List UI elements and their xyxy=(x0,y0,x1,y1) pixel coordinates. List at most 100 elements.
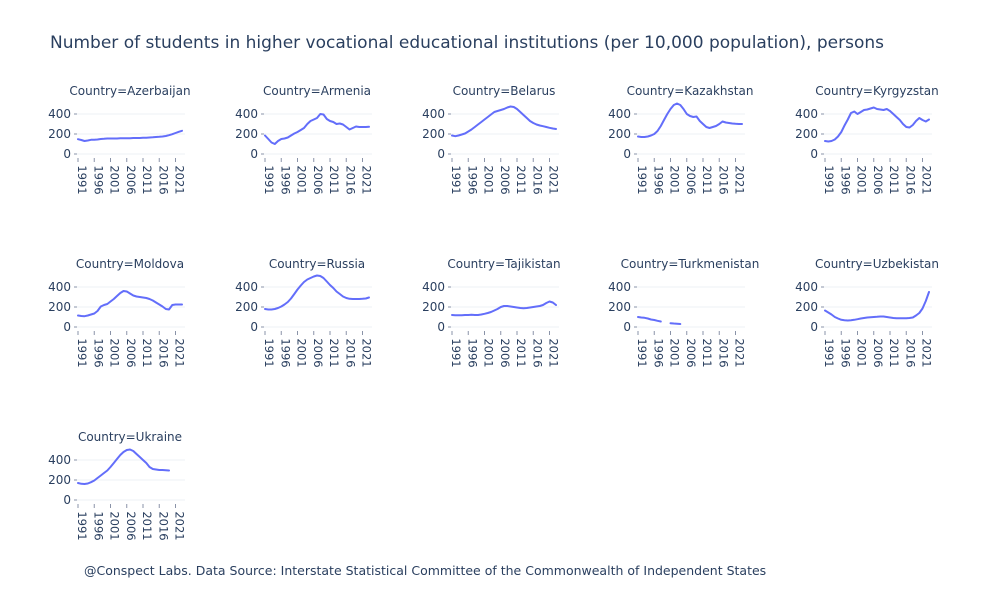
facet-azerbaijan: Country=Azerbaijan 0 200 400 1991 1996 2001 200… xyxy=(48,84,190,195)
series-line-kazakhstan xyxy=(637,102,743,138)
series-line-moldova xyxy=(77,290,183,318)
x-tick-label: 2021 xyxy=(173,338,187,367)
x-tick-label: 2006 xyxy=(124,165,138,194)
x-tick-label: 2021 xyxy=(173,511,187,540)
y-tick-label: 200 xyxy=(795,300,818,314)
x-tick-label: 2016 xyxy=(903,338,917,367)
x-tick-label: 1991 xyxy=(635,165,649,194)
y-tick-label: 400 xyxy=(608,280,631,294)
x-tick-label: 2011 xyxy=(327,165,341,194)
x-tick-label: 2021 xyxy=(173,165,187,194)
x-tick-label: 2011 xyxy=(140,165,154,194)
y-tick-label: 0 xyxy=(623,320,631,334)
x-tick-label: 2006 xyxy=(498,338,512,367)
x-tick-label: 1996 xyxy=(91,165,105,194)
series-line-kyrgyzstan xyxy=(824,106,930,143)
x-tick-label: 2001 xyxy=(855,338,869,367)
x-tick-label: 1996 xyxy=(651,165,665,194)
facet-title-uzbekistan: Country=Uzbekistan xyxy=(815,257,939,271)
x-tick-label: 1996 xyxy=(278,165,292,194)
x-tick-label: 2016 xyxy=(156,511,170,540)
facet-title-belarus: Country=Belarus xyxy=(453,84,556,98)
x-tick-label: 2006 xyxy=(311,338,325,367)
y-tick-label: 400 xyxy=(608,107,631,121)
x-tick-label: 1991 xyxy=(262,338,276,367)
y-tick-label: 200 xyxy=(48,127,71,141)
x-tick-label: 2016 xyxy=(903,165,917,194)
x-tick-label: 2001 xyxy=(855,165,869,194)
series-line-azerbaijan xyxy=(77,129,183,142)
series-line-armenia xyxy=(264,113,370,145)
facet-title-kazakhstan: Country=Kazakhstan xyxy=(627,84,754,98)
y-tick-label: 0 xyxy=(437,147,445,161)
y-tick-label: 0 xyxy=(63,320,71,334)
y-tick-label: 400 xyxy=(235,280,258,294)
x-tick-label: 2011 xyxy=(140,511,154,540)
x-tick-label: 1991 xyxy=(449,165,463,194)
y-tick-label: 200 xyxy=(608,127,631,141)
facet-title-kyrgyzstan: Country=Kyrgyzstan xyxy=(815,84,938,98)
series-line-tajikistan xyxy=(451,300,557,317)
x-tick-label: 2001 xyxy=(295,338,309,367)
x-tick-label: 2011 xyxy=(700,338,714,367)
y-tick-label: 400 xyxy=(235,107,258,121)
x-tick-label: 2011 xyxy=(514,165,528,194)
x-tick-label: 1991 xyxy=(75,165,89,194)
y-tick-label: 400 xyxy=(422,280,445,294)
facet-tajikistan: Country=Tajikistan 0 200 400 1991 1996 2001 200… xyxy=(422,257,561,368)
facet-kyrgyzstan: Country=Kyrgyzstan 0 200 400 1991 1996 2001 200… xyxy=(795,84,939,195)
y-tick-label: 400 xyxy=(48,107,71,121)
x-tick-label: 2016 xyxy=(343,165,357,194)
y-tick-label: 0 xyxy=(250,320,258,334)
x-tick-label: 2006 xyxy=(124,511,138,540)
facet-title-moldova: Country=Moldova xyxy=(76,257,184,271)
facet-kazakhstan: Country=Kazakhstan 0 200 400 1991 1996 2001 200… xyxy=(608,84,753,195)
x-tick-label: 2006 xyxy=(871,165,885,194)
y-tick-label: 400 xyxy=(48,453,71,467)
chart-source: @Conspect Labs. Data Source: Interstate … xyxy=(84,563,767,578)
series-line-belarus xyxy=(451,105,557,138)
y-tick-label: 0 xyxy=(810,320,818,334)
facet-uzbekistan: Country=Uzbekistan 0 200 400 1991 1996 2001 200… xyxy=(795,257,939,368)
facet-title-ukraine: Country=Ukraine xyxy=(78,430,182,444)
x-tick-label: 1991 xyxy=(75,511,89,540)
x-tick-label: 2016 xyxy=(343,338,357,367)
x-tick-label: 2021 xyxy=(547,165,561,194)
y-tick-label: 400 xyxy=(422,107,445,121)
x-tick-label: 2011 xyxy=(887,165,901,194)
facet-title-tajikistan: Country=Tajikistan xyxy=(447,257,560,271)
x-tick-label: 1991 xyxy=(262,165,276,194)
series-line-ukraine xyxy=(77,448,170,485)
x-tick-label: 1991 xyxy=(449,338,463,367)
x-tick-label: 2001 xyxy=(668,338,682,367)
x-tick-label: 1996 xyxy=(838,338,852,367)
x-tick-label: 2001 xyxy=(482,338,496,367)
x-tick-label: 1991 xyxy=(75,338,89,367)
x-tick-label: 2006 xyxy=(684,165,698,194)
y-tick-label: 0 xyxy=(810,147,818,161)
x-tick-label: 2011 xyxy=(140,338,154,367)
y-tick-label: 400 xyxy=(795,107,818,121)
x-tick-label: 2016 xyxy=(716,165,730,194)
x-tick-label: 2011 xyxy=(700,165,714,194)
x-tick-label: 2011 xyxy=(514,338,528,367)
x-tick-label: 2006 xyxy=(124,338,138,367)
x-tick-label: 2016 xyxy=(530,338,544,367)
y-tick-label: 0 xyxy=(63,147,71,161)
y-tick-label: 200 xyxy=(422,127,445,141)
x-tick-label: 2006 xyxy=(498,165,512,194)
x-tick-label: 2001 xyxy=(668,165,682,194)
x-tick-label: 2021 xyxy=(920,165,934,194)
facet-title-armenia: Country=Armenia xyxy=(263,84,371,98)
x-tick-label: 2016 xyxy=(530,165,544,194)
y-tick-label: 0 xyxy=(623,147,631,161)
x-tick-label: 2021 xyxy=(733,165,747,194)
x-tick-label: 2021 xyxy=(547,338,561,367)
chart-title: Number of students in higher vocational … xyxy=(50,33,884,53)
x-tick-label: 1996 xyxy=(838,165,852,194)
